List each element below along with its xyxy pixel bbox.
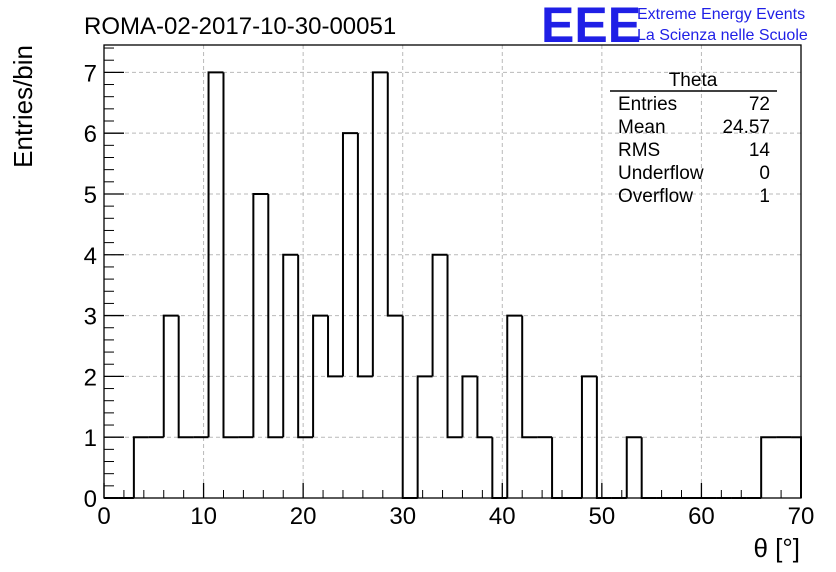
- y-tick-label: 6: [84, 121, 97, 148]
- histogram-bin: [132, 436, 149, 498]
- plot-frame: [103, 44, 802, 499]
- stats-label: Mean: [618, 117, 666, 138]
- y-tick-label: 5: [84, 182, 97, 209]
- stats-value: 24.57: [722, 117, 770, 138]
- grid: [104, 45, 801, 498]
- histogram-bin: [297, 254, 314, 439]
- histogram-bin: [625, 436, 642, 498]
- histogram-bin: [446, 254, 463, 439]
- x-tick-label: 20: [290, 503, 317, 530]
- x-tick-label: 40: [489, 503, 516, 530]
- histogram-bin: [386, 72, 403, 317]
- y-tick-label: 2: [84, 364, 97, 391]
- stats-value: 72: [749, 94, 770, 115]
- histogram-bin: [491, 437, 508, 499]
- histogram-bin: [162, 314, 179, 438]
- histogram-bin: [521, 315, 538, 439]
- histogram-bin: [431, 253, 448, 377]
- y-tick-label: 4: [84, 243, 97, 270]
- histogram-bin: [177, 315, 194, 439]
- logo-line2: La Scienza nelle Scuole: [637, 27, 808, 44]
- histogram-bin: [760, 436, 777, 498]
- histogram-bin: [416, 375, 433, 498]
- logo-letters: EEE: [541, 0, 641, 53]
- eee-logo: EEE Extreme Energy Events La Scienza nel…: [541, 0, 808, 53]
- histogram-bin: [282, 253, 299, 438]
- y-tick-label: 0: [84, 486, 97, 513]
- x-tick-labels: 0 10 20 30 40 50 60 70: [97, 503, 814, 530]
- histogram-bin: [791, 436, 802, 498]
- y-tick-labels: 0 1 2 3 4 5 6 7: [84, 60, 97, 513]
- stats-value: 0: [759, 163, 770, 184]
- histogram-bin: [207, 71, 224, 438]
- stats-value: 14: [749, 140, 771, 161]
- histogram-bin: [476, 376, 493, 439]
- x-tick-label: 10: [190, 503, 217, 530]
- y-tick-label: 1: [84, 425, 97, 452]
- histogram-bin: [267, 193, 284, 439]
- histogram-bin: [371, 71, 388, 377]
- histogram-bars: [104, 71, 802, 499]
- histogram-bin: [401, 315, 418, 499]
- histogram-bin: [640, 437, 657, 499]
- stats-box: Theta Entries 72 Mean 24.57 RMS 14 Under…: [610, 70, 777, 207]
- x-axis-label: θ [°]: [753, 533, 800, 563]
- y-tick-label: 7: [84, 60, 97, 87]
- chart-title: ROMA-02-2017-10-30-00051: [84, 13, 396, 40]
- histogram-bin: [222, 72, 239, 439]
- x-tick-label: 60: [688, 503, 715, 530]
- y-tick-label: 3: [84, 304, 97, 331]
- logo-line1: Extreme Energy Events: [637, 6, 805, 23]
- histogram-bin: [551, 437, 568, 499]
- histogram-bin: [327, 315, 343, 378]
- stats-label: Entries: [618, 94, 677, 115]
- x-tick-label: 70: [788, 503, 815, 530]
- x-tick-label: 30: [389, 503, 416, 530]
- stats-label: Underflow: [618, 163, 704, 184]
- histogram-bin: [341, 132, 358, 377]
- axis-ticks: [103, 47, 802, 499]
- histogram-bin: [580, 375, 597, 498]
- stats-value: 1: [759, 186, 770, 207]
- histogram-bin: [356, 133, 373, 378]
- histogram-bin: [506, 314, 523, 498]
- histogram-bin: [461, 375, 478, 438]
- y-axis-label: Entries/bin: [8, 45, 38, 168]
- stats-label: RMS: [618, 140, 660, 161]
- stats-label: Overflow: [618, 186, 693, 207]
- x-tick-label: 50: [589, 503, 616, 530]
- histogram-bin: [312, 314, 329, 438]
- x-tick-label: 0: [97, 503, 110, 530]
- histogram-bin: [252, 192, 269, 438]
- stats-name: Theta: [669, 70, 718, 91]
